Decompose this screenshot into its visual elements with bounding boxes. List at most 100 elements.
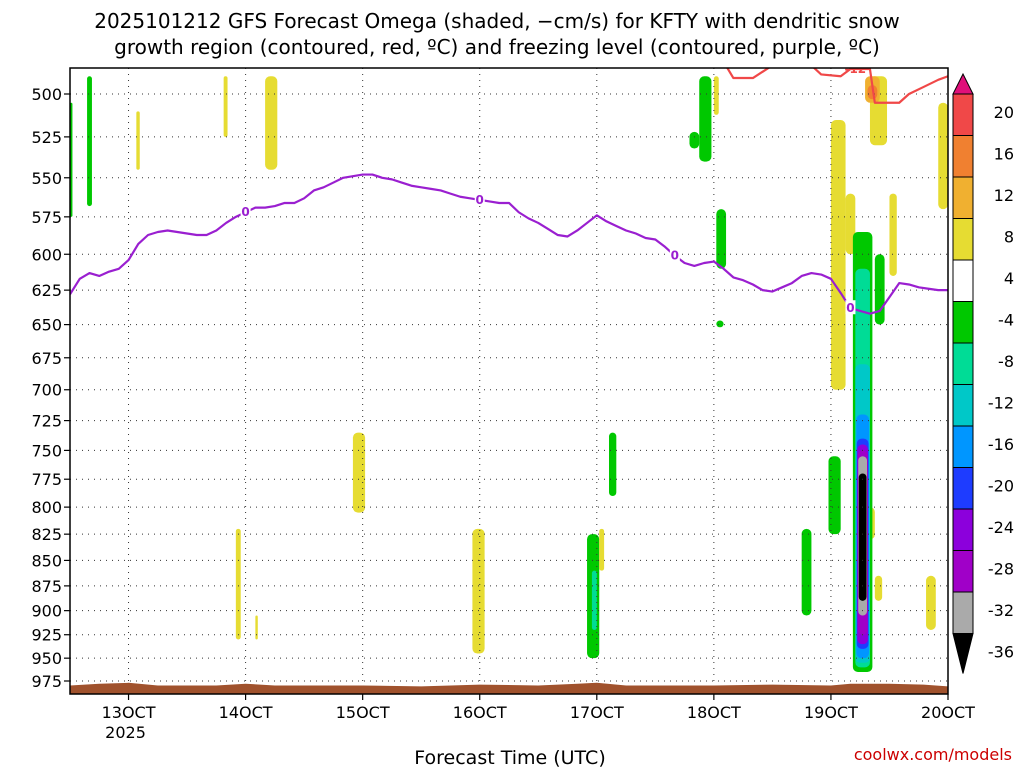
omega-region-27: [874, 575, 883, 601]
x-axis-label: Forecast Time (UTC): [414, 747, 605, 768]
chart-title-line-2: growth region (contoured, red, ºC) and f…: [114, 35, 880, 59]
x-tick-label-7: 20OCT: [921, 703, 975, 722]
omega-region-37: [858, 473, 867, 601]
colorbar-bin-10: [952, 467, 974, 510]
plot-area: 0 0 0 0 -12: [70, 62, 948, 694]
colorbar-tick-7: -12: [988, 394, 1014, 413]
freezing-level-line: [70, 173, 948, 315]
colorbar-bin-3: [952, 176, 974, 219]
colorbar-tick-13: -36: [988, 643, 1014, 662]
x-tick-label-4: 17OCT: [570, 703, 624, 722]
y-tick-label-525: 525: [31, 128, 62, 147]
colorbar-tick-10: -24: [988, 518, 1014, 537]
colorbar-tick-9: -20: [988, 477, 1014, 496]
colorbar-top-arrow: [952, 72, 974, 95]
omega-region-24: [926, 575, 936, 630]
colorbar: 20 16 12 8 4 -4 -8 -12 -16 -20 -24 -28 -32 -36: [952, 72, 1014, 674]
omega-region-8: [472, 528, 485, 654]
chart-title-line-1: 2025101212 GFS Forecast Omega (shaded, −…: [94, 9, 900, 33]
y-tick-label-600: 600: [31, 245, 62, 264]
y-tick-label-675: 675: [31, 349, 62, 368]
x-tick-label-0: 13OCT: [102, 703, 156, 722]
colorbar-tick-11: -28: [988, 560, 1014, 579]
omega-region-25: [938, 102, 948, 210]
y-tick-label-500: 500: [31, 85, 62, 104]
omega-region-13: [699, 76, 712, 162]
freezing-level-label-1: 0: [476, 193, 484, 207]
colorbar-bottom-arrow: [952, 633, 974, 674]
colorbar-tick-8: -16: [988, 435, 1014, 454]
y-tick-label-575: 575: [31, 208, 62, 227]
x-tick-label-2: 15OCT: [336, 703, 390, 722]
omega-region-18: [801, 528, 812, 616]
plot-border: [69, 67, 949, 695]
colorbar-tick-5: -4: [998, 311, 1014, 330]
y-tick-label-775: 775: [31, 470, 62, 489]
colorbar-bin-7: [952, 342, 974, 385]
colorbar-bin-12: [952, 550, 974, 593]
x-tick-sublabel-0: 2025: [105, 723, 146, 742]
x-tick-label-5: 18OCT: [687, 703, 741, 722]
x-tick-label-1: 14OCT: [219, 703, 273, 722]
colorbar-bin-5: [952, 259, 974, 302]
x-tick-label-3: 16OCT: [453, 703, 507, 722]
omega-region-7: [352, 432, 366, 513]
y-tick-label-550: 550: [31, 169, 62, 188]
omega-region-28: [874, 254, 885, 325]
y-tick-label-625: 625: [31, 281, 62, 300]
y-tick-label-650: 650: [31, 316, 62, 335]
terrain-fill: [70, 682, 948, 694]
omega-region-20: [830, 119, 846, 390]
colorbar-tick-2: 12: [994, 186, 1014, 205]
freezing-label-bg-1: [474, 191, 485, 206]
omega-region-12: [599, 528, 605, 571]
omega-region-2: [136, 111, 140, 170]
y-tick-label-975: 975: [31, 672, 62, 691]
colorbar-bin-8: [952, 384, 974, 427]
site-credit: coolwx.com/models: [854, 745, 1012, 764]
freezing-level-label-3: 0: [846, 301, 854, 315]
colorbar-bin-1: [952, 93, 974, 136]
omega-region-6: [255, 615, 258, 640]
y-tick-label-925: 925: [31, 626, 62, 645]
y-tick-label-725: 725: [31, 412, 62, 431]
axes: 500 525 550 575 600 625 650 675 700 725 750 775 800 8…: [31, 67, 975, 742]
omega-region-14: [689, 131, 700, 149]
freezing-label-bg-3: [845, 300, 856, 315]
colorbar-tick-3: 8: [1004, 228, 1014, 247]
omega-region-17: [716, 320, 724, 328]
colorbar-bin-11: [952, 508, 974, 551]
omega-region-3: [223, 76, 228, 137]
omega-region-0: [87, 76, 92, 207]
colorbar-tick-4: 4: [1004, 269, 1014, 288]
colorbar-bin-2: [952, 135, 974, 178]
y-tick-label-850: 850: [31, 551, 62, 570]
colorbar-bin-4: [952, 218, 974, 261]
omega-region-16: [716, 209, 727, 269]
colorbar-tick-1: 16: [994, 145, 1014, 164]
omega-region-4: [265, 76, 278, 170]
omega-region-10: [591, 570, 597, 630]
omega-region-19: [828, 456, 841, 535]
colorbar-tick-0: 20: [994, 103, 1014, 122]
dgz-label: -12: [844, 62, 866, 76]
colorbar-bin-6: [952, 301, 974, 344]
y-tick-label-950: 950: [31, 649, 62, 668]
omega-region-21: [845, 193, 856, 255]
colorbar-tick-6: -8: [998, 352, 1014, 371]
dgz-line: [726, 68, 948, 104]
freezing-level-label-0: 0: [241, 205, 249, 219]
omega-region-15: [713, 76, 719, 115]
freezing-label-bg-0: [240, 204, 251, 219]
y-tick-label-700: 700: [31, 381, 62, 400]
y-tick-label-800: 800: [31, 498, 62, 517]
colorbar-tick-12: -32: [988, 601, 1014, 620]
y-tick-label-900: 900: [31, 602, 62, 621]
colorbar-bin-13: [952, 591, 974, 634]
omega-region-11: [608, 432, 617, 497]
omega-region-5: [235, 528, 241, 640]
y-tick-label-750: 750: [31, 441, 62, 460]
freezing-level-label-2: 0: [671, 249, 679, 263]
colorbar-bin-9: [952, 425, 974, 468]
